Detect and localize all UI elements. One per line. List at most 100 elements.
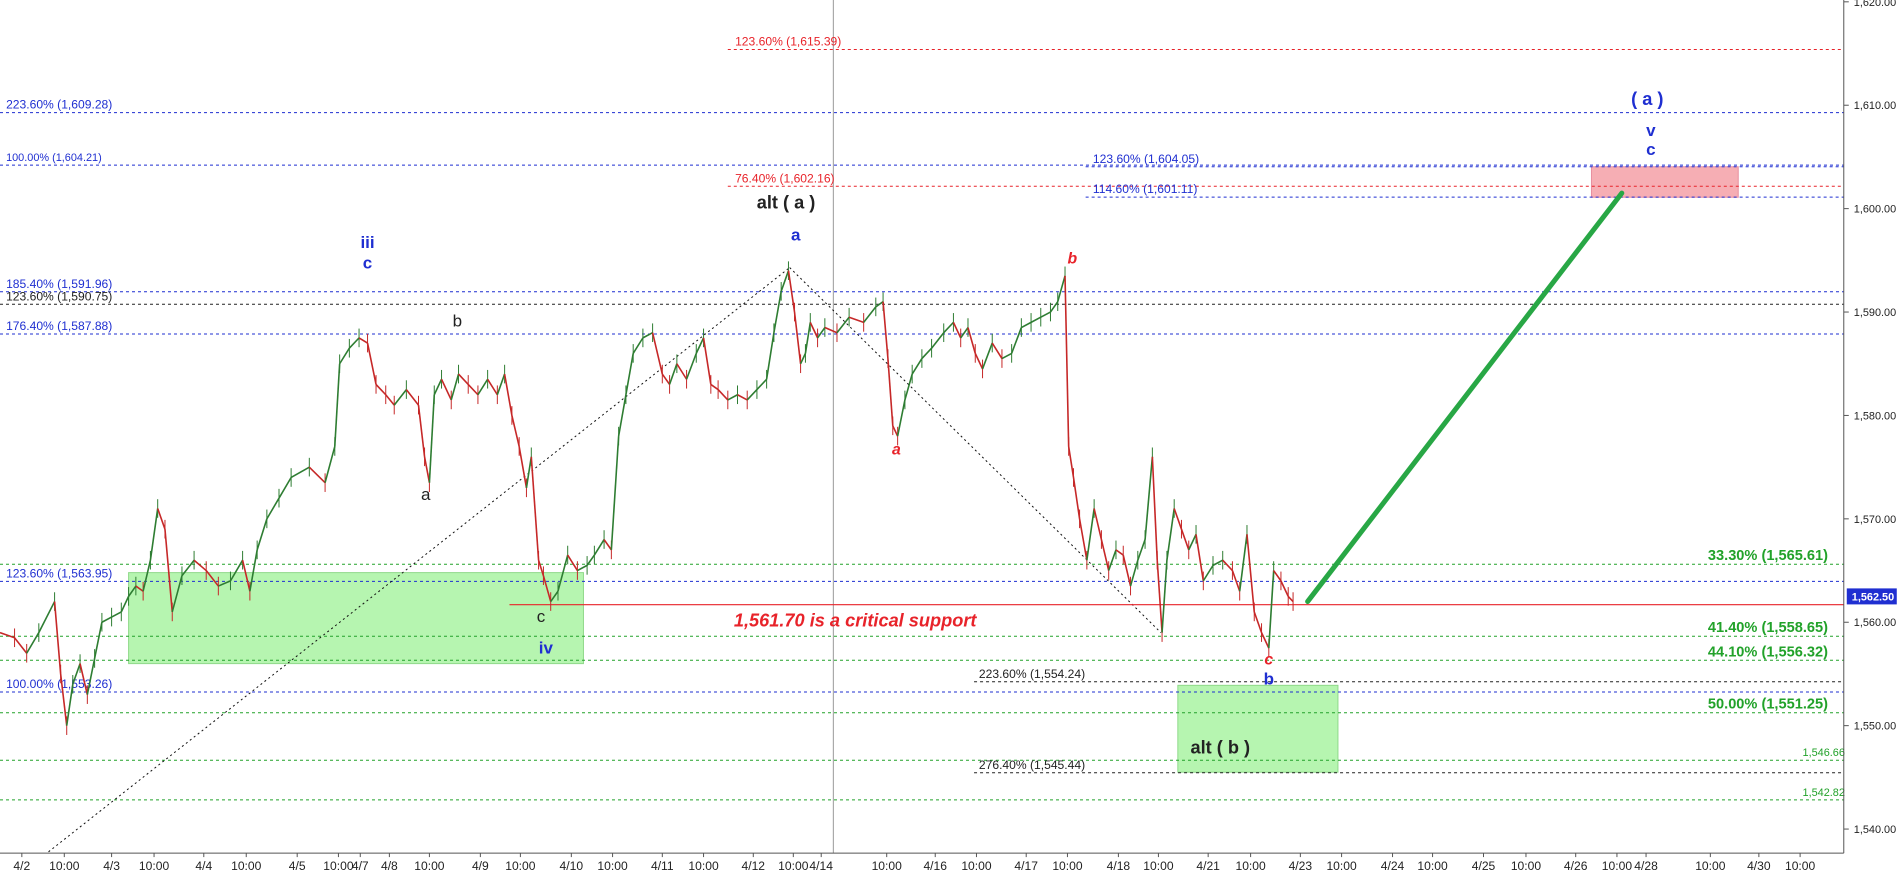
x-axis-tick-label: 4/9 bbox=[472, 859, 489, 873]
price-segment bbox=[393, 389, 407, 406]
price-segment bbox=[550, 590, 559, 603]
fib-level-label: 123.60% (1,563.95) bbox=[6, 566, 112, 580]
price-segment bbox=[632, 337, 644, 354]
price-segment bbox=[0, 631, 15, 639]
price-segment bbox=[308, 466, 326, 484]
y-axis-tick-label: 1,540.00 bbox=[1854, 824, 1896, 836]
x-axis-tick-label: 4/30 bbox=[1747, 859, 1771, 873]
fib-level-label: 123.60% (1,615.39) bbox=[735, 34, 841, 48]
price-segment bbox=[952, 322, 962, 339]
y-axis-tick-label: 1,560.00 bbox=[1854, 617, 1896, 629]
price-segment bbox=[428, 394, 436, 483]
wave-label: iv bbox=[539, 638, 554, 657]
x-axis-tick-label: 4/4 bbox=[195, 859, 212, 873]
x-axis-tick-label: 10:00 bbox=[1511, 859, 1542, 873]
price-segment bbox=[875, 301, 884, 308]
price-segment bbox=[1287, 595, 1294, 603]
y-axis-tick-label: 1,600.00 bbox=[1854, 204, 1896, 216]
critical-support-label: 1,561.70 is a critical support bbox=[734, 611, 978, 631]
price-segment bbox=[661, 373, 671, 385]
x-axis-tick-label: 4/26 bbox=[1564, 859, 1588, 873]
price-segment bbox=[193, 559, 207, 572]
price-segment bbox=[525, 456, 533, 488]
price-segment bbox=[205, 570, 219, 587]
x-axis-tick-label: 10:00 bbox=[1143, 859, 1174, 873]
y-axis-tick-label: 1,610.00 bbox=[1854, 100, 1896, 112]
fib-level-label: 100.00% (1,553.26) bbox=[6, 677, 112, 691]
price-segment bbox=[882, 301, 889, 359]
price-segment bbox=[266, 497, 280, 520]
price-segment bbox=[1180, 528, 1190, 551]
wave-label: ( a ) bbox=[1631, 89, 1663, 109]
fib-level-label: 44.10% (1,556.32) bbox=[1708, 644, 1828, 660]
price-segment bbox=[496, 373, 506, 396]
price-segment bbox=[290, 466, 310, 479]
price-segment bbox=[1212, 559, 1224, 567]
price-segment bbox=[848, 316, 864, 324]
price-segment bbox=[93, 622, 103, 659]
green-zone-left bbox=[128, 572, 584, 665]
price-segment bbox=[164, 529, 174, 612]
price-segment bbox=[824, 326, 838, 334]
wave-label: iii bbox=[360, 233, 374, 252]
x-axis-tick-label: 10:00 bbox=[323, 859, 354, 873]
x-axis-tick-label: 4/5 bbox=[289, 859, 306, 873]
price-segment bbox=[1268, 570, 1275, 649]
price-segment bbox=[863, 306, 877, 323]
x-axis-tick-label: 4/7 bbox=[352, 859, 369, 873]
price-segment bbox=[324, 446, 336, 483]
x-axis-tick-label: 4/11 bbox=[651, 859, 674, 873]
price-segment bbox=[967, 327, 977, 354]
x-axis-tick-label: 4/25 bbox=[1472, 859, 1496, 873]
price-segment bbox=[72, 663, 81, 685]
x-axis-tick-label: 4/12 bbox=[742, 859, 766, 873]
price-segment bbox=[111, 611, 122, 618]
price-segment bbox=[668, 363, 678, 385]
x-axis-tick-label: 10:00 bbox=[414, 859, 445, 873]
x-axis-tick-label: 10:00 bbox=[231, 859, 262, 873]
x-axis-tick-label: 4/14 bbox=[809, 859, 833, 873]
price-segment bbox=[685, 353, 698, 380]
y-axis-tick-label: 1,590.00 bbox=[1854, 307, 1896, 319]
x-axis-tick-label: 10:00 bbox=[597, 859, 628, 873]
x-axis-tick-label: 10:00 bbox=[961, 859, 992, 873]
price-segment bbox=[229, 559, 244, 582]
x-axis-tick-label: 10:00 bbox=[139, 859, 170, 873]
price-segment bbox=[440, 378, 452, 401]
price-segment bbox=[1072, 477, 1081, 519]
price-segment bbox=[930, 332, 945, 349]
price-segment bbox=[1067, 446, 1075, 478]
price-segment bbox=[727, 394, 738, 401]
price-segment bbox=[1260, 632, 1270, 649]
price-segment bbox=[256, 518, 268, 551]
x-axis-tick-label: 4/23 bbox=[1289, 859, 1313, 873]
price-segment bbox=[892, 425, 899, 437]
x-axis-tick-label: 10:00 bbox=[1052, 859, 1083, 873]
price-segment bbox=[1129, 559, 1139, 587]
fib-level-label: 223.60% (1,554.24) bbox=[979, 667, 1085, 681]
price-segment bbox=[135, 585, 144, 592]
price-segment bbox=[1030, 316, 1042, 324]
price-segment bbox=[1122, 554, 1132, 587]
price-segment bbox=[756, 378, 768, 391]
price-segment bbox=[780, 270, 790, 292]
price-segment bbox=[765, 332, 775, 380]
price-segment bbox=[557, 554, 569, 592]
projected-path-line bbox=[1305, 190, 1625, 605]
price-segment bbox=[59, 673, 68, 726]
price-segment bbox=[793, 311, 802, 364]
x-axis-tick-label: 4/24 bbox=[1381, 859, 1405, 873]
price-segment bbox=[1049, 301, 1059, 313]
price-segment bbox=[366, 342, 377, 385]
price-segment bbox=[1144, 456, 1154, 540]
price-segment bbox=[567, 554, 579, 571]
price-segment bbox=[1056, 275, 1066, 302]
price-segment bbox=[974, 353, 984, 370]
price-segment bbox=[405, 389, 420, 406]
wave-label: a bbox=[791, 226, 801, 245]
wave-label: c bbox=[363, 254, 372, 273]
x-axis-tick-label: 4/28 bbox=[1634, 859, 1658, 873]
x-axis-tick-label: 4/10 bbox=[560, 859, 584, 873]
